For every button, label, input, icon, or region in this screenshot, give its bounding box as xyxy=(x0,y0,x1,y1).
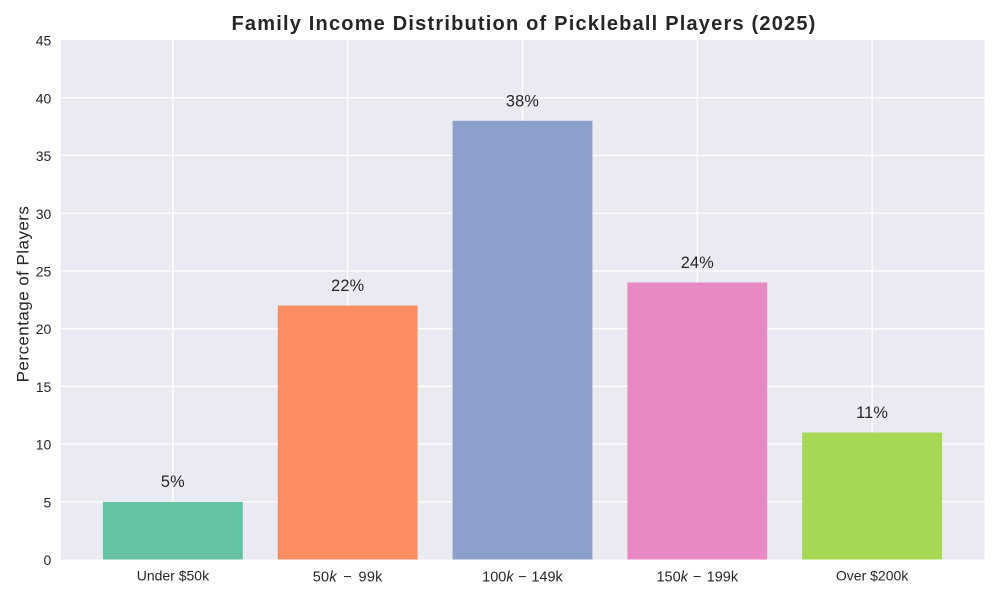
svg-text:20: 20 xyxy=(36,321,52,337)
svg-text:25: 25 xyxy=(36,264,52,280)
svg-text:30: 30 xyxy=(36,206,52,222)
svg-text:50k − 99k: 50k − 99k xyxy=(313,569,383,585)
svg-text:38%: 38% xyxy=(506,92,539,110)
svg-text:10: 10 xyxy=(36,437,52,453)
svg-text:45: 45 xyxy=(36,33,52,49)
svg-text:15: 15 xyxy=(36,379,52,395)
svg-text:Percentage of Players: Percentage of Players xyxy=(13,206,32,383)
svg-text:150k − 199k: 150k − 199k xyxy=(656,569,738,585)
svg-text:22%: 22% xyxy=(331,277,364,295)
svg-text:100k − 149k: 100k − 149k xyxy=(482,569,563,585)
svg-text:40: 40 xyxy=(36,90,52,106)
svg-text:5: 5 xyxy=(44,494,52,510)
svg-text:11%: 11% xyxy=(856,404,888,422)
svg-text:Family Income Distribution of: Family Income Distribution of Pickleball… xyxy=(231,13,816,35)
svg-text:Under $50k: Under $50k xyxy=(137,567,210,583)
svg-text:0: 0 xyxy=(44,552,52,568)
svg-text:24%: 24% xyxy=(681,254,714,272)
svg-text:35: 35 xyxy=(36,148,52,164)
svg-text:5%: 5% xyxy=(161,473,185,491)
svg-text:Over $200k: Over $200k xyxy=(836,567,909,583)
